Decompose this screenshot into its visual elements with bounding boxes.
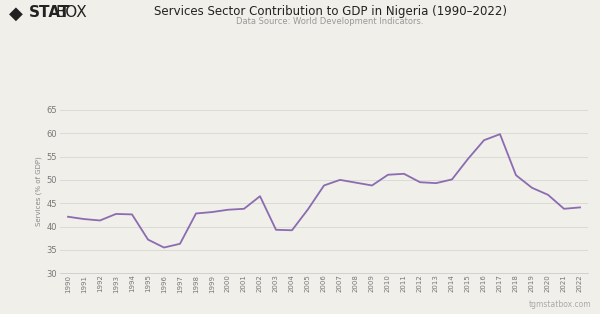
Text: Data Source: World Development Indicators.: Data Source: World Development Indicator…: [236, 17, 424, 26]
Text: tgmstatbox.com: tgmstatbox.com: [529, 300, 591, 309]
Text: STAT: STAT: [29, 5, 70, 20]
Text: ◆: ◆: [9, 5, 23, 23]
Y-axis label: Services (% of GDP): Services (% of GDP): [36, 157, 43, 226]
Text: Services Sector Contribution to GDP in Nigeria (1990–2022): Services Sector Contribution to GDP in N…: [154, 5, 506, 18]
Text: BOX: BOX: [56, 5, 88, 20]
